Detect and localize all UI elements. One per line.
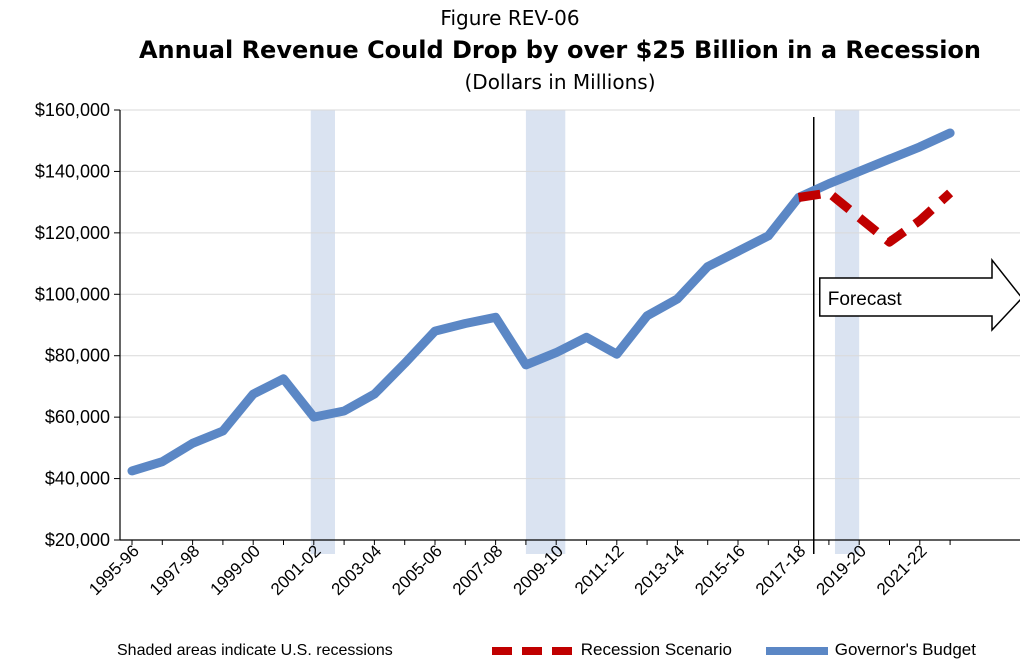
x-tick-label-6: 2007-08 — [449, 541, 507, 599]
gridlines — [114, 109, 1020, 541]
legend-label-governor: Governor's Budget — [834, 640, 976, 659]
recession-band-0 — [310, 110, 336, 554]
x-tick-labels: 1995-96 1997-98 1999-00 2001-02 2003-04 2005-… — [85, 540, 951, 599]
x-tick-label-3: 2001-02 — [267, 541, 325, 599]
series-line-1 — [797, 188, 954, 247]
x-tick-label-8: 2011-12 — [571, 541, 628, 598]
footnote: Shaded areas indicate U.S. recessions — [117, 642, 393, 659]
forecast-arrow — [819, 257, 1020, 332]
series-lines — [127, 128, 955, 476]
chart-title: Annual Revenue Could Drop by over $25 Bi… — [138, 36, 982, 64]
axes — [119, 110, 1020, 541]
recession-band-1 — [525, 110, 566, 554]
legend-swatch-governor — [766, 646, 828, 655]
y-tick-label-1: $40,000 — [45, 469, 110, 489]
legend-label-recession: Recession Scenario — [580, 640, 732, 659]
y-tick-label-7: $160,000 — [35, 100, 110, 120]
figure-label: Figure REV-06 — [440, 6, 580, 30]
x-tick-label-13: 2021-22 — [873, 541, 931, 599]
x-tick-label-1: 1997-98 — [146, 541, 204, 599]
y-tick-label-2: $60,000 — [45, 407, 110, 427]
series-line-0 — [127, 128, 955, 476]
y-tick-label-4: $100,000 — [35, 284, 110, 304]
y-tick-label-5: $120,000 — [35, 223, 110, 243]
x-tick-label-5: 2005-06 — [388, 541, 446, 599]
recession-bands — [310, 110, 860, 554]
x-tick-label-2: 1999-00 — [206, 541, 264, 599]
y-tick-label-3: $80,000 — [45, 346, 110, 366]
x-tick-label-9: 2013-14 — [631, 541, 689, 599]
x-tick-label-10: 2015-16 — [691, 541, 749, 599]
x-tick-label-4: 2003-04 — [328, 541, 386, 599]
forecast-label: Forecast — [828, 289, 903, 310]
chart-subtitle: (Dollars in Millions) — [464, 70, 656, 94]
legend-item-governor: Governor's Budget — [764, 640, 976, 660]
x-tick-label-11: 2017-18 — [752, 541, 810, 599]
y-tick-labels: $20,000 $40,000 $60,000 $80,000 $100,000 $120… — [35, 100, 110, 550]
legend-swatch-recession — [492, 646, 574, 655]
y-tick-label-0: $20,000 — [45, 530, 110, 550]
y-tick-label-6: $140,000 — [35, 161, 110, 181]
legend-item-recession: Recession Scenario — [490, 640, 732, 660]
x-tick-label-0: 1995-96 — [85, 541, 143, 599]
